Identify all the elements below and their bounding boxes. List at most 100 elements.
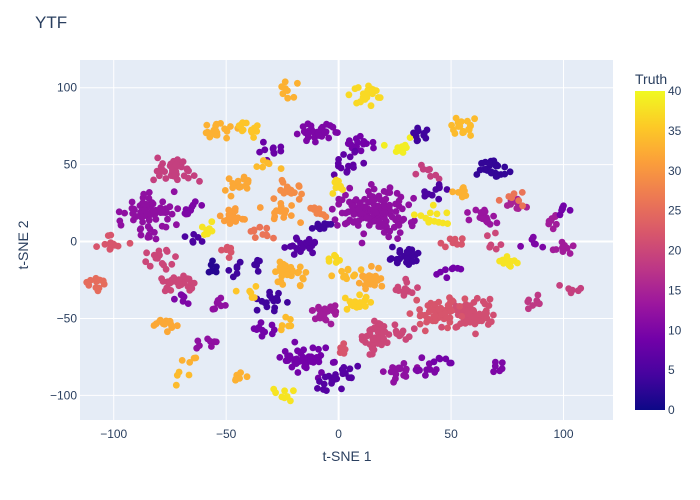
data-point — [343, 305, 351, 313]
x-tick-label: −50 — [216, 427, 237, 441]
data-point — [431, 369, 439, 376]
data-point — [484, 321, 492, 328]
x-tick-label: 50 — [444, 427, 458, 441]
y-tick-label: 0 — [70, 235, 77, 249]
data-point — [369, 86, 377, 93]
data-point — [514, 259, 521, 267]
data-point — [559, 248, 567, 256]
data-point — [456, 303, 464, 310]
data-point — [152, 235, 160, 243]
data-point — [251, 261, 258, 269]
data-point — [442, 266, 449, 274]
data-point — [325, 134, 333, 142]
data-point — [354, 139, 361, 146]
data-point — [458, 312, 466, 320]
data-point — [256, 148, 263, 156]
data-point — [234, 214, 242, 222]
data-point — [492, 245, 500, 253]
colorbar-tick-label: 25 — [668, 204, 682, 218]
data-point — [458, 235, 466, 243]
data-point — [281, 78, 289, 86]
data-point — [161, 287, 169, 295]
data-point — [300, 346, 307, 354]
data-point — [496, 257, 503, 265]
data-point — [175, 276, 183, 284]
data-point — [143, 201, 150, 208]
data-point — [196, 177, 203, 185]
data-point — [299, 123, 307, 130]
data-point — [313, 354, 321, 361]
data-point — [430, 358, 438, 366]
data-point — [354, 84, 362, 91]
data-point — [444, 220, 451, 228]
data-point — [307, 122, 315, 130]
colorbar-tick-labels: 0 5 10 15 20 25 30 35 40 — [668, 84, 682, 417]
data-point — [163, 246, 170, 254]
data-point — [483, 217, 490, 225]
data-point — [315, 132, 323, 139]
data-point — [372, 209, 379, 216]
data-point — [184, 300, 192, 307]
data-point — [327, 320, 335, 328]
data-point — [487, 168, 495, 176]
data-point — [297, 219, 304, 227]
data-point — [295, 268, 302, 276]
data-point — [287, 354, 295, 362]
data-point — [213, 263, 220, 271]
data-point — [270, 234, 277, 242]
data-point — [346, 365, 354, 373]
data-point — [395, 221, 403, 229]
data-point — [498, 359, 506, 367]
data-point — [386, 201, 393, 209]
data-point — [378, 341, 385, 349]
data-point — [461, 295, 469, 303]
data-point — [282, 207, 290, 214]
data-point — [354, 222, 362, 229]
data-point — [366, 275, 374, 283]
data-point — [490, 368, 497, 376]
data-point — [340, 340, 348, 348]
data-point — [485, 159, 493, 167]
data-point — [321, 129, 329, 137]
colorbar-tick-label: 0 — [668, 403, 675, 417]
data-point — [325, 257, 333, 265]
data-point — [289, 268, 296, 275]
data-point — [188, 284, 196, 292]
data-point — [395, 202, 403, 210]
data-point — [414, 284, 421, 291]
data-point — [394, 144, 402, 152]
data-point — [225, 206, 233, 214]
data-point — [250, 134, 257, 141]
data-point — [402, 275, 410, 283]
data-point — [549, 246, 557, 254]
data-point — [287, 189, 295, 197]
data-point — [492, 229, 499, 237]
x-axis-title: t-SNE 1 — [322, 448, 371, 464]
data-point — [443, 274, 451, 282]
data-point — [347, 374, 355, 381]
data-point — [231, 205, 239, 212]
data-point — [330, 171, 338, 179]
data-point — [455, 123, 462, 130]
colorbar-tick-label: 20 — [668, 244, 682, 258]
data-point — [159, 320, 167, 328]
data-point — [357, 98, 364, 106]
data-point — [393, 189, 401, 197]
data-point — [329, 190, 337, 197]
data-point — [421, 327, 429, 335]
data-point — [223, 134, 231, 142]
data-point — [256, 223, 264, 231]
data-point — [321, 305, 329, 313]
y-tick-label: −100 — [50, 388, 77, 402]
data-point — [446, 359, 454, 367]
data-point — [257, 319, 265, 326]
data-point — [346, 298, 354, 305]
data-point — [101, 240, 109, 248]
scatter-points — [83, 78, 585, 405]
data-point — [126, 239, 134, 247]
data-point — [261, 146, 269, 154]
data-point — [380, 141, 388, 149]
data-point — [405, 201, 413, 209]
data-point — [389, 364, 396, 371]
